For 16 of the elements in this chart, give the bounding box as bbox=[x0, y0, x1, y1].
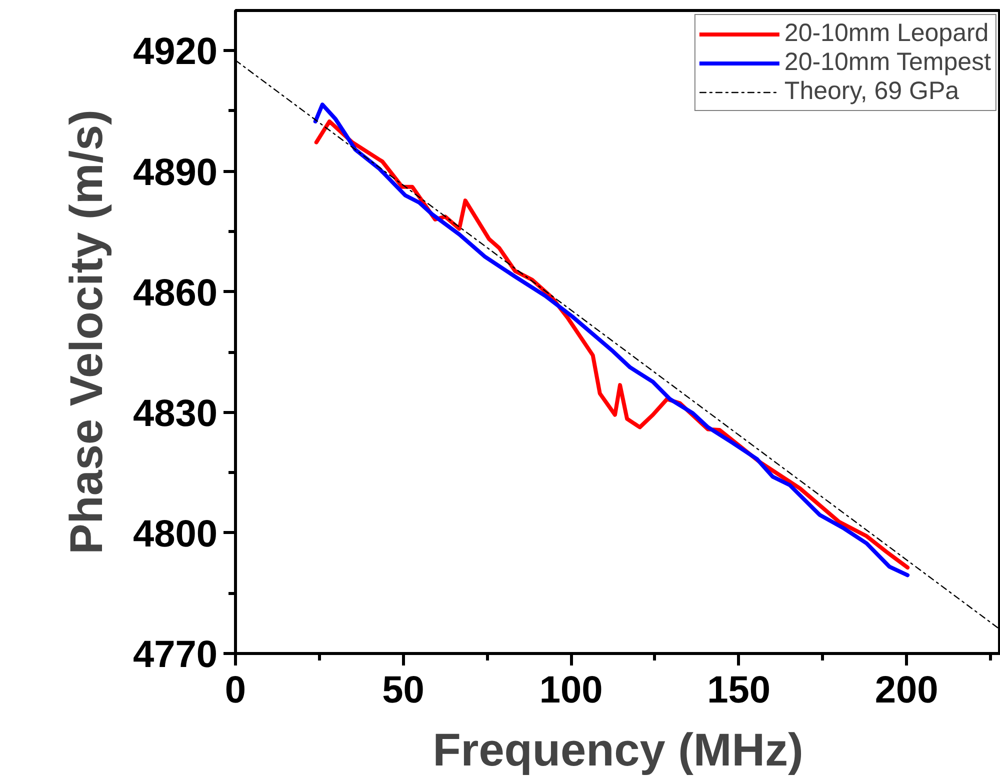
x-tick-label: 150 bbox=[707, 670, 770, 712]
y-tick-label: 4800 bbox=[132, 513, 218, 556]
x-tick-label: 100 bbox=[539, 670, 603, 712]
x-tick-label: 50 bbox=[382, 670, 424, 712]
x-axis-title: Frequency (MHz) bbox=[432, 724, 804, 776]
legend-label: Theory, 69 GPa bbox=[784, 77, 960, 106]
y-tick-label: 4770 bbox=[132, 634, 218, 676]
y-tick-label: 4860 bbox=[132, 272, 218, 314]
y-axis-title: Phase Velocity (m/s) bbox=[60, 110, 112, 554]
legend-label: 20-10mm Leopard bbox=[784, 19, 989, 48]
x-tick-label: 200 bbox=[874, 670, 938, 712]
x-tick-label: 0 bbox=[224, 670, 246, 712]
y-tick-label: 4890 bbox=[132, 152, 218, 194]
legend-label: 20-10mm Tempest bbox=[784, 48, 991, 77]
y-tick-label: 4920 bbox=[132, 31, 218, 74]
y-tick-label: 4830 bbox=[132, 392, 218, 435]
